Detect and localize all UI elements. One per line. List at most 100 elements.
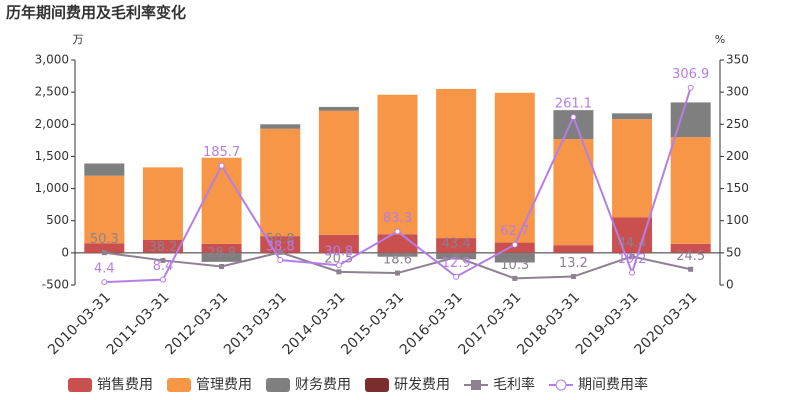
marker xyxy=(511,241,518,248)
marker xyxy=(277,249,283,255)
marker xyxy=(159,276,166,283)
data-label: 10.3 xyxy=(500,258,529,273)
data-label: 19.2 xyxy=(618,252,647,267)
y2-tick-label: 50 xyxy=(726,245,741,259)
bar xyxy=(318,234,359,253)
data-label: 62.7 xyxy=(500,224,529,239)
y2-tick-label: 0 xyxy=(726,278,734,292)
data-label: 261.1 xyxy=(555,97,592,112)
data-label: 8.4 xyxy=(153,259,174,274)
data-label: 13.2 xyxy=(559,256,588,271)
marker xyxy=(629,253,635,259)
bar xyxy=(436,238,477,253)
y2-tick-label: 300 xyxy=(726,85,749,99)
bar xyxy=(553,245,594,253)
bar xyxy=(84,163,125,176)
bar xyxy=(260,124,301,129)
y-tick-label: 2,500 xyxy=(35,85,69,99)
y2-tick-label: 200 xyxy=(726,149,749,163)
marker xyxy=(335,262,342,269)
bar xyxy=(84,175,125,244)
bar xyxy=(612,119,653,218)
y2-tick-label: 350 xyxy=(726,53,749,67)
data-label: 20.5 xyxy=(324,251,353,266)
data-label: 12.9 xyxy=(442,256,471,271)
data-label: 185.7 xyxy=(203,145,240,160)
marker xyxy=(101,250,107,256)
marker xyxy=(570,114,577,121)
y-tick-label: 1,500 xyxy=(35,149,69,163)
bar xyxy=(84,243,125,253)
marker xyxy=(629,269,636,276)
bar xyxy=(142,240,183,253)
data-label: 306.9 xyxy=(672,67,709,82)
y-tick-label: -500 xyxy=(42,278,69,292)
bar xyxy=(612,113,653,120)
y-unit: 万 xyxy=(73,33,84,46)
bar xyxy=(318,110,359,235)
marker xyxy=(219,263,225,269)
legend-swatch xyxy=(365,378,389,392)
bar xyxy=(494,252,535,263)
bar xyxy=(670,243,711,253)
y2-tick-label: 250 xyxy=(726,117,749,131)
y-tick-label: 3,000 xyxy=(35,53,69,67)
x-tick-label: 2020-03-31 xyxy=(631,289,700,358)
bar xyxy=(377,252,418,257)
bar xyxy=(201,157,242,244)
y-tick-label: 2,000 xyxy=(35,117,69,131)
bar xyxy=(436,88,477,239)
marker xyxy=(394,228,401,235)
marker xyxy=(101,279,108,286)
y2-tick-label: 150 xyxy=(726,181,749,195)
data-label: 30.8 xyxy=(324,245,353,260)
bar xyxy=(260,236,301,253)
data-label: 4.4 xyxy=(94,262,115,277)
bar xyxy=(377,234,418,253)
y2-unit: % xyxy=(715,33,725,46)
data-label: 50.3 xyxy=(90,232,119,247)
marker xyxy=(512,275,518,281)
bar xyxy=(201,252,242,262)
legend-label: 期间费用率 xyxy=(578,376,648,393)
bar xyxy=(260,128,301,237)
y-tick-label: 1,000 xyxy=(35,181,69,195)
legend-label: 管理费用 xyxy=(196,377,252,393)
bar xyxy=(318,106,359,111)
y2-tick-label: 100 xyxy=(726,213,749,227)
data-label: 28.8 xyxy=(207,246,236,261)
legend-marker xyxy=(471,380,481,390)
data-label: 18.6 xyxy=(383,253,412,268)
bar xyxy=(494,92,535,243)
chart-title: 历年期间费用及毛利率变化 xyxy=(6,4,186,22)
marker xyxy=(395,270,400,276)
legend-swatch xyxy=(266,378,290,392)
marker xyxy=(687,84,694,91)
data-label: 83.3 xyxy=(383,211,412,226)
legend-label: 销售费用 xyxy=(97,377,153,393)
legend-marker xyxy=(555,379,567,391)
bar xyxy=(553,139,594,246)
bar xyxy=(201,243,242,253)
marker xyxy=(453,273,460,280)
bar xyxy=(670,137,711,244)
data-label: 43.4 xyxy=(442,237,471,252)
bar xyxy=(377,94,418,235)
data-label: 38.8 xyxy=(266,240,295,255)
marker xyxy=(336,269,342,275)
bar xyxy=(142,167,183,240)
legend-swatch xyxy=(68,378,92,392)
data-label: 50.8 xyxy=(266,232,295,247)
marker xyxy=(688,266,694,272)
bar xyxy=(494,242,535,253)
data-label: 38.2 xyxy=(148,240,177,255)
legend-label: 毛利率 xyxy=(493,376,535,393)
y-tick-label: 0 xyxy=(61,245,69,259)
marker xyxy=(160,257,166,263)
legend-swatch xyxy=(167,378,191,392)
legend-label: 财务费用 xyxy=(295,377,351,393)
marker xyxy=(453,254,459,260)
marker xyxy=(570,274,576,280)
data-label: 24.5 xyxy=(676,249,705,264)
